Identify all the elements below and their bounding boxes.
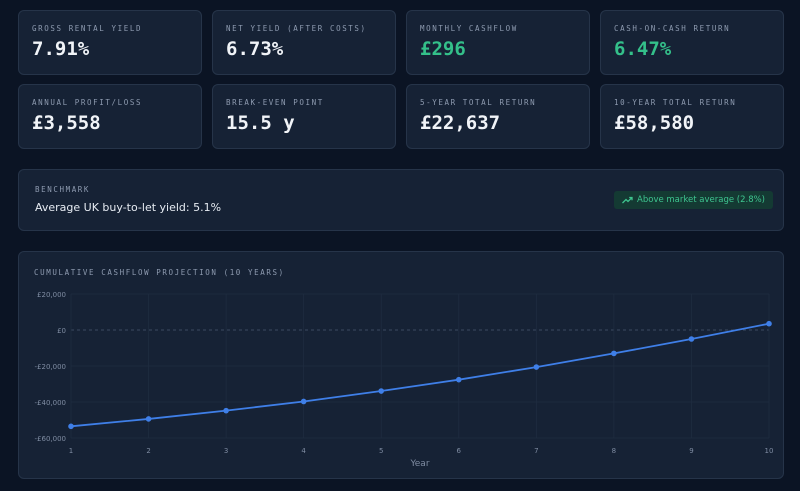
y-tick-label: £0 xyxy=(57,327,66,335)
cashflow-data-point[interactable] xyxy=(611,350,617,357)
metric-value: £296 xyxy=(420,38,466,60)
x-tick-label: 2 xyxy=(146,447,150,455)
x-tick-label: 3 xyxy=(224,447,228,455)
cashflow-data-point[interactable] xyxy=(68,423,74,430)
metric-card-net-yield: NET YIELD (AFTER COSTS) 6.73% xyxy=(212,10,396,75)
metric-card-cash-on-cash: CASH-ON-CASH RETURN 6.47% xyxy=(600,10,784,75)
y-tick-label: -£20,000 xyxy=(35,363,66,371)
cashflow-data-point[interactable] xyxy=(378,388,385,394)
metric-card-5-year-return: 5-YEAR TOTAL RETURN £22,637 xyxy=(406,84,590,149)
benchmark-label: BENCHMARK xyxy=(35,185,91,194)
y-tick-label: £20,000 xyxy=(37,291,66,299)
chart-title: CUMULATIVE CASHFLOW PROJECTION (10 YEARS… xyxy=(34,268,285,277)
cashflow-data-point[interactable] xyxy=(766,320,772,327)
badge-text: Above market average (2.8%) xyxy=(637,195,765,205)
metric-card-gross-yield: GROSS RENTAL YIELD 7.91% xyxy=(18,10,202,75)
cashflow-chart-card: CUMULATIVE CASHFLOW PROJECTION (10 YEARS… xyxy=(18,251,784,479)
metric-label: CASH-ON-CASH RETURN xyxy=(614,24,731,33)
metric-value: 7.91% xyxy=(32,38,90,60)
metric-label: NET YIELD (AFTER COSTS) xyxy=(226,24,367,33)
metric-label: GROSS RENTAL YIELD xyxy=(32,24,143,33)
y-tick-label: -£60,000 xyxy=(35,435,66,443)
metric-label: 5-YEAR TOTAL RETURN xyxy=(420,98,537,107)
x-tick-label: 6 xyxy=(457,447,462,455)
x-tick-label: 9 xyxy=(689,447,693,455)
x-tick-label: 1 xyxy=(69,447,73,455)
cashflow-series-line xyxy=(70,322,770,428)
cashflow-data-point[interactable] xyxy=(223,407,229,414)
metric-value: 15.5 y xyxy=(226,112,295,134)
benchmark-text: Average UK buy-to-let yield: 5.1% xyxy=(35,201,222,214)
metric-card-10-year-return: 10-YEAR TOTAL RETURN £58,580 xyxy=(600,84,784,149)
cashflow-data-point[interactable] xyxy=(688,336,695,342)
metric-value: £22,637 xyxy=(420,112,501,134)
metric-value: £3,558 xyxy=(32,112,101,134)
y-tick-label: -£40,000 xyxy=(35,399,66,407)
cashflow-data-point[interactable] xyxy=(533,364,540,370)
metric-value: 6.47% xyxy=(614,38,672,60)
trending-up-icon xyxy=(622,196,633,204)
x-tick-label: 8 xyxy=(612,447,616,455)
above-market-badge: Above market average (2.8%) xyxy=(614,191,773,209)
x-tick-label: 10 xyxy=(765,447,774,455)
metric-label: 10-YEAR TOTAL RETURN xyxy=(614,98,737,107)
x-tick-label: 4 xyxy=(301,447,306,455)
x-axis-label: Year xyxy=(409,459,429,469)
metric-label: BREAK-EVEN POINT xyxy=(226,98,324,107)
metric-card-monthly-cashflow: MONTHLY CASHFLOW £296 xyxy=(406,10,590,75)
metric-label: MONTHLY CASHFLOW xyxy=(420,24,518,33)
metric-card-break-even: BREAK-EVEN POINT 15.5 y xyxy=(212,84,396,149)
metric-card-annual-profit: ANNUAL PROFIT/LOSS £3,558 xyxy=(18,84,202,149)
cashflow-data-point[interactable] xyxy=(145,416,152,422)
cashflow-data-point[interactable] xyxy=(455,376,462,383)
metric-value: £58,580 xyxy=(614,112,695,134)
cashflow-data-point[interactable] xyxy=(300,398,307,405)
benchmark-card: BENCHMARK Average UK buy-to-let yield: 5… xyxy=(18,169,784,231)
x-tick-label: 7 xyxy=(534,447,538,455)
metric-value: 6.73% xyxy=(226,38,284,60)
metric-label: ANNUAL PROFIT/LOSS xyxy=(32,98,143,107)
x-tick-label: 5 xyxy=(379,447,383,455)
